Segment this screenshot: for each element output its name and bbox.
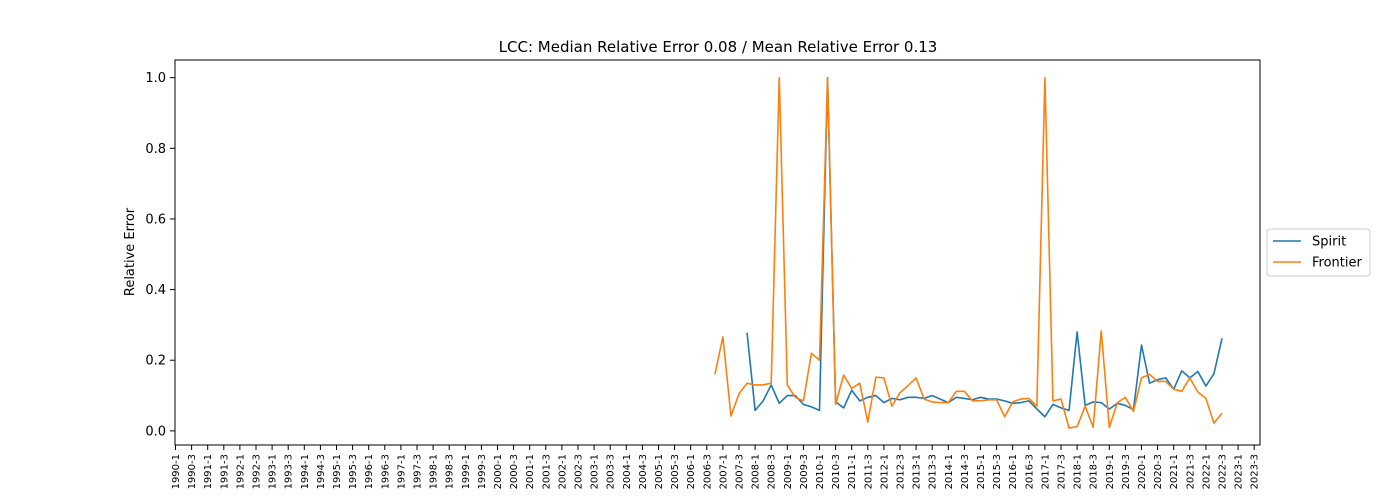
x-tick-label: 2010-3 <box>831 454 842 489</box>
legend-label-spirit: Spirit <box>1312 235 1346 250</box>
series-line-frontier <box>714 76 1223 429</box>
x-tick-label: 2006-1 <box>686 454 697 489</box>
y-axis-label: Relative Error <box>123 207 138 296</box>
x-tick-label: 2017-3 <box>1057 454 1068 489</box>
x-axis: 1990-1 1990-3 1991-1 1991-3 1992-1 1992-3 1993… <box>171 445 1261 489</box>
x-tick-label: 1991-3 <box>219 454 230 489</box>
x-tick-label: 2020-1 <box>1137 454 1148 489</box>
x-tick-label: 2010-1 <box>815 454 826 489</box>
x-tick-label: 2022-3 <box>1218 454 1229 489</box>
x-tick-label: 2014-3 <box>960 454 971 489</box>
x-tick-label: 2013-1 <box>912 454 923 489</box>
x-tick-label: 2015-3 <box>992 454 1003 489</box>
x-tick-label: 2022-1 <box>1201 454 1212 489</box>
legend: Spirit Frontier <box>1266 228 1371 277</box>
x-tick-label: 2018-3 <box>1089 454 1100 489</box>
x-tick-label: 2003-3 <box>606 454 617 489</box>
x-tick-label: 1995-3 <box>348 454 359 489</box>
x-tick-label: 2013-3 <box>928 454 939 489</box>
x-tick-label: 1998-1 <box>429 454 440 489</box>
y-tick-label: 0.6 <box>145 212 166 227</box>
x-tick-label: 2020-3 <box>1153 454 1164 489</box>
x-tick-label: 2012-3 <box>896 454 907 489</box>
x-tick-label: 2006-3 <box>702 454 713 489</box>
x-tick-label: 2002-3 <box>574 454 585 489</box>
x-tick-label: 1992-3 <box>252 454 263 489</box>
x-tick-label: 2019-1 <box>1105 454 1116 489</box>
x-tick-label: 1996-1 <box>364 454 375 489</box>
x-tick-label: 2001-1 <box>525 454 536 489</box>
x-tick-label: 2016-3 <box>1024 454 1035 489</box>
x-tick-label: 2009-3 <box>799 454 810 489</box>
y-tick-label: 1.0 <box>145 71 166 86</box>
x-tick-label: 1997-3 <box>413 454 424 489</box>
x-tick-label: 1999-1 <box>461 454 472 489</box>
x-tick-label: 2008-3 <box>767 454 778 489</box>
x-tick-label: 2002-1 <box>557 454 568 489</box>
x-tick-label: 2003-1 <box>590 454 601 489</box>
x-tick-label: 2021-3 <box>1185 454 1196 489</box>
x-tick-label: 2007-1 <box>718 454 729 489</box>
x-tick-label: 2011-3 <box>863 454 874 489</box>
x-tick-label: 2007-3 <box>735 454 746 489</box>
legend-label-frontier: Frontier <box>1312 256 1362 271</box>
x-tick-label: 1997-1 <box>396 454 407 489</box>
x-tick-label: 2023-1 <box>1234 454 1245 489</box>
x-tick-label: 2001-3 <box>541 454 552 489</box>
x-tick-label: 1994-3 <box>316 454 327 489</box>
x-tick-label: 2014-1 <box>944 454 955 489</box>
x-tick-label: 2011-1 <box>847 454 858 489</box>
x-tick-label: 1999-3 <box>477 454 488 489</box>
x-tick-label: 2015-1 <box>976 454 987 489</box>
x-tick-label: 2009-1 <box>783 454 794 489</box>
x-tick-label: 1990-1 <box>171 454 182 489</box>
x-tick-label: 1994-1 <box>300 454 311 489</box>
x-tick-label: 1993-3 <box>284 454 295 489</box>
series-layer <box>714 76 1223 429</box>
x-tick-label: 1992-1 <box>235 454 246 489</box>
x-tick-label: 1993-1 <box>268 454 279 489</box>
x-tick-label: 2018-1 <box>1073 454 1084 489</box>
x-tick-label: 2004-1 <box>622 454 633 489</box>
x-tick-label: 2005-1 <box>654 454 665 489</box>
plot-area-frame <box>174 59 1261 446</box>
x-tick-label: 1991-1 <box>203 454 214 489</box>
y-tick-label: 0.4 <box>145 283 166 298</box>
x-tick-label: 2017-1 <box>1040 454 1051 489</box>
x-tick-label: 2012-1 <box>879 454 890 489</box>
x-tick-label: 2021-1 <box>1169 454 1180 489</box>
y-axis: 0.0 0.2 0.4 0.6 0.8 1.0 <box>145 71 175 439</box>
y-tick-label: 0.8 <box>145 142 166 157</box>
x-tick-label: 2016-1 <box>1008 454 1019 489</box>
x-tick-label: 2000-3 <box>509 454 520 489</box>
x-tick-label: 1990-3 <box>187 454 198 489</box>
x-tick-label: 2008-1 <box>751 454 762 489</box>
y-tick-label: 0.2 <box>145 354 166 369</box>
x-tick-label: 1998-3 <box>445 454 456 489</box>
x-tick-label: 2004-3 <box>638 454 649 489</box>
y-tick-label: 0.0 <box>145 424 166 439</box>
series-line-spirit <box>746 76 1223 418</box>
x-tick-label: 2019-3 <box>1121 454 1132 489</box>
x-tick-label: 1995-1 <box>332 454 343 489</box>
x-tick-label: 1996-3 <box>380 454 391 489</box>
x-tick-label: 2023-3 <box>1250 454 1261 489</box>
chart-title: LCC: Median Relative Error 0.08 / Mean R… <box>499 38 938 56</box>
x-tick-label: 2005-3 <box>670 454 681 489</box>
x-tick-label: 2000-1 <box>493 454 504 489</box>
